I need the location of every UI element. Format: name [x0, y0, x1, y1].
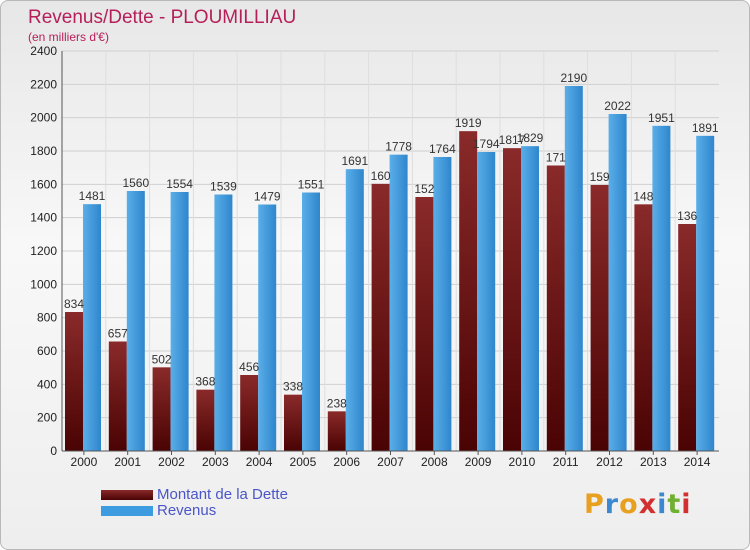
value-label-revenus-2000: 1481	[79, 189, 106, 203]
x-tick-label-2012: 2012	[596, 455, 623, 469]
bar-dette-2012	[590, 185, 609, 451]
value-label-revenus-2013: 1951	[648, 111, 675, 125]
bar-dette-2008	[415, 197, 434, 451]
value-label-dette-2001: 657	[108, 327, 128, 341]
y-tick-label: 2400	[30, 44, 57, 58]
value-label-revenus-2008: 1764	[429, 142, 456, 156]
bar-revenus-2002	[170, 192, 189, 451]
bar-revenus-2010	[521, 146, 539, 451]
value-label-dette-2005: 338	[283, 380, 303, 394]
bar-revenus-2009	[477, 152, 496, 451]
legend-swatch-dette	[101, 490, 153, 500]
value-label-dette-2007: 160	[371, 169, 391, 183]
x-tick-label-2007: 2007	[377, 455, 404, 469]
y-tick-label: 1800	[30, 144, 57, 158]
y-tick-label: 1000	[30, 277, 57, 291]
bar-revenus-2014	[696, 135, 715, 452]
value-label-dette-2013: 148	[633, 189, 653, 203]
bar-revenus-2008	[433, 157, 452, 451]
x-tick-label-2005: 2005	[290, 455, 317, 469]
value-label-revenus-2004: 1479	[254, 190, 281, 204]
value-label-revenus-2006: 1691	[341, 154, 368, 168]
bar-dette-2006	[327, 411, 346, 451]
value-label-revenus-2003: 1539	[210, 180, 237, 194]
x-tick-label-2009: 2009	[465, 455, 492, 469]
bar-dette-2002	[152, 367, 171, 451]
bar-revenus-2004	[258, 204, 277, 451]
legend-swatch-revenus	[101, 506, 153, 516]
x-tick-label-2000: 2000	[71, 455, 98, 469]
value-label-dette-2002: 502	[152, 352, 172, 366]
bar-dette-2011	[546, 165, 565, 451]
value-label-dette-2004: 456	[239, 360, 259, 374]
y-tick-label: 400	[37, 377, 57, 391]
bar-revenus-2011	[564, 86, 583, 451]
value-label-dette-2008: 152	[414, 182, 434, 196]
x-tick-label-2011: 2011	[553, 455, 579, 469]
value-label-dette-2011: 171	[546, 151, 566, 165]
x-tick-label-2010: 2010	[509, 455, 536, 469]
bar-revenus-2006	[345, 169, 364, 451]
bar-dette-2014	[678, 224, 697, 451]
value-label-revenus-2009: 1794	[473, 137, 500, 151]
bar-dette-2001	[108, 341, 127, 451]
value-label-dette-2000: 834	[64, 297, 84, 311]
y-tick-label: 1600	[30, 177, 57, 191]
value-label-dette-2014: 136	[677, 209, 697, 223]
value-label-revenus-2010: 1829	[517, 131, 544, 145]
value-label-revenus-2012: 2022	[604, 99, 631, 113]
x-tick-label-2001: 2001	[114, 455, 141, 469]
bar-dette-2010	[503, 148, 521, 451]
chart-title: Revenus/Dette - PLOUMILLIAU	[28, 7, 297, 28]
bar-revenus-2000	[83, 204, 101, 451]
x-tick-label-2006: 2006	[333, 455, 360, 469]
bar-dette-2013	[634, 204, 653, 451]
value-label-dette-2009: 1919	[455, 116, 482, 130]
value-label-dette-2012: 159	[590, 170, 610, 184]
bar-dette-2003	[196, 389, 215, 451]
legend-label-revenus: Revenus	[157, 502, 217, 519]
bar-revenus-2003	[214, 194, 233, 451]
value-label-revenus-2007: 1778	[385, 140, 412, 154]
value-label-dette-2003: 368	[195, 375, 215, 389]
bar-revenus-2013	[652, 125, 671, 451]
bar-revenus-2005	[302, 192, 320, 451]
y-tick-label: 1400	[30, 211, 57, 225]
value-label-revenus-2005: 1551	[298, 178, 325, 192]
bar-revenus-2012	[608, 114, 627, 451]
legend-label-dette: Montant de la Dette	[157, 486, 288, 503]
proxiti-logo: Proxiti	[584, 489, 692, 520]
bar-dette-2004	[240, 375, 259, 451]
bar-revenus-2001	[126, 191, 145, 451]
bar-dette-2009	[459, 131, 478, 451]
value-label-dette-2006: 238	[327, 396, 347, 410]
x-tick-label-2014: 2014	[684, 455, 711, 469]
chart-subtitle: (en milliers d'€)	[28, 30, 109, 44]
y-tick-label: 1200	[30, 244, 57, 258]
x-tick-label-2013: 2013	[640, 455, 667, 469]
bar-dette-2005	[284, 394, 302, 451]
y-tick-label: 2000	[30, 111, 57, 125]
x-tick-label-2002: 2002	[158, 455, 185, 469]
bar-revenus-2007	[389, 154, 408, 451]
value-label-revenus-2002: 1554	[166, 177, 193, 191]
x-tick-label-2003: 2003	[202, 455, 229, 469]
y-tick-label: 800	[37, 311, 57, 325]
value-label-revenus-2001: 1560	[122, 176, 149, 190]
x-tick-label-2004: 2004	[246, 455, 273, 469]
x-tick-label-2008: 2008	[421, 455, 448, 469]
value-label-revenus-2014: 1891	[692, 121, 719, 135]
y-tick-label: 600	[37, 344, 57, 358]
value-label-revenus-2011: 2190	[560, 71, 587, 85]
y-tick-label: 2200	[30, 77, 57, 91]
y-tick-label: 0	[50, 444, 57, 458]
bar-dette-2007	[371, 183, 390, 452]
bar-dette-2000	[65, 312, 83, 451]
y-tick-label: 200	[37, 411, 57, 425]
value-label-dette-2010: 1817	[499, 133, 526, 147]
